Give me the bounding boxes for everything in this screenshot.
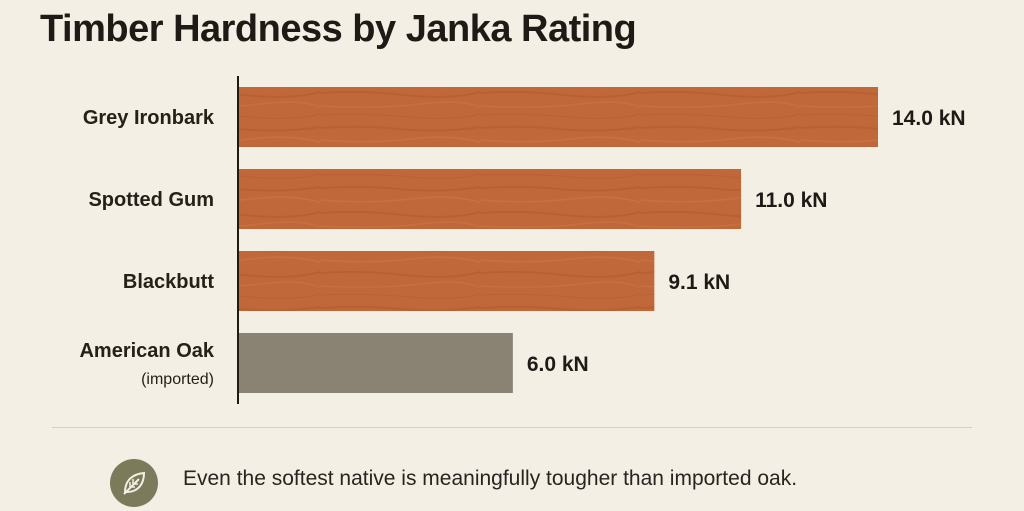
leaf-icon (110, 459, 158, 507)
category-note: (imported) (141, 371, 214, 388)
footer-note: Even the softest native is meaningfully … (183, 467, 798, 490)
value-label: 14.0 kN (892, 107, 966, 130)
chart-title: Timber Hardness by Janka Rating (40, 8, 637, 50)
value-label: 6.0 kN (527, 353, 589, 376)
value-label: 11.0 kN (755, 189, 827, 212)
value-label: 9.1 kN (668, 271, 730, 294)
category-label: Grey Ironbark (83, 107, 215, 129)
category-label: Spotted Gum (88, 189, 214, 211)
category-label: American Oak (79, 340, 214, 362)
bar-grey-ironbark (239, 87, 878, 147)
bar-blackbutt (239, 251, 655, 311)
bar-spotted-gum (239, 169, 742, 229)
bar-chart: Grey Ironbark 14.0 kN Spotted Gum 11.0 kN Bl… (79, 76, 966, 404)
category-label: Blackbutt (123, 271, 214, 293)
divider (52, 427, 972, 428)
bar-american-oak (239, 333, 513, 393)
